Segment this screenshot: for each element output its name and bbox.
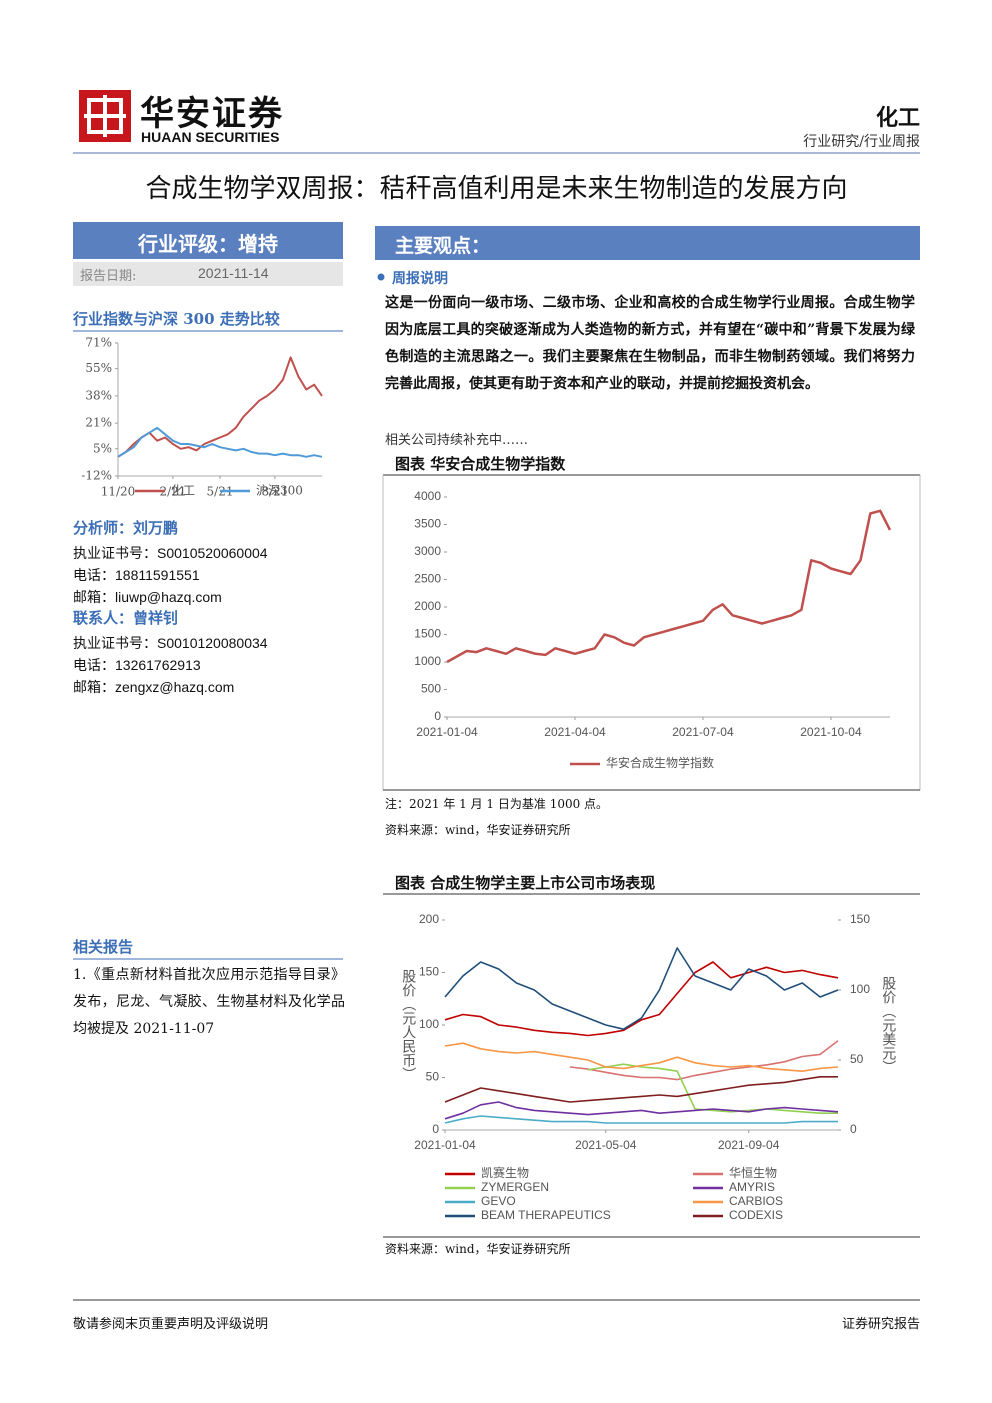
legend-label: 凯赛生物 [481, 1165, 529, 1180]
y-axis-title: 股价（元人民币） [401, 969, 417, 1081]
series-line [446, 509, 892, 664]
analyst: 联系人：曾祥钊 [73, 609, 179, 627]
y-tick-label: 1500 [414, 627, 441, 641]
y-tick-label: 100 [419, 1017, 439, 1031]
y-tick-label: 0 [434, 709, 441, 723]
sector: 化工 [875, 105, 920, 131]
title: 合成生物学双周报：秸秆高值利用是未来生物制造的发展方向 [145, 174, 848, 204]
x-tick-label: 2021-01-04 [416, 725, 478, 739]
analyst-line: 电话：13261762913 [73, 657, 201, 673]
chart-title: 图表 合成生物学主要上市公司市场表现 [395, 874, 656, 892]
rating: 行业评级：增持 [138, 232, 278, 256]
chart-source: 资料来源：wind，华安证券研究所 [385, 1242, 571, 1256]
x-tick-label: 2/21 [159, 485, 186, 499]
x-tick-label: 11/20 [101, 485, 136, 499]
date-bar [73, 262, 343, 286]
points-heading: 主要观点： [395, 235, 491, 257]
paragraph: 这是一份面向一级市场、二级市场、企业和高校的合成生物学行业周报。合成生物学因为底… [385, 295, 915, 392]
x-tick-label: 2021-04-04 [544, 725, 606, 739]
legend-label: 华安合成生物学指数 [606, 755, 714, 770]
y-tick-label: 21% [85, 416, 112, 430]
y2-tick-label: 150 [850, 912, 870, 926]
footer-right: 证券研究报告 [841, 1317, 920, 1332]
x-tick-label: 2021-05-04 [575, 1138, 637, 1152]
legend-label: CODEXIS [729, 1208, 783, 1222]
y-tick-label: 0 [432, 1122, 439, 1136]
logo-text: 华安证券 [140, 94, 284, 134]
points-bar [375, 226, 920, 260]
analyst-line: 邮箱：liuwp@hazq.com [73, 589, 222, 605]
chart-title: 图表 华安合成生物学指数 [395, 455, 566, 473]
y-tick-label: 50 [426, 1070, 440, 1084]
logo-en: HUAAN SECURITIES [141, 129, 280, 145]
series-line [117, 426, 323, 458]
legend-label: 沪深300 [256, 484, 303, 498]
y-tick-label: 3500 [414, 517, 441, 531]
y-tick-label: 55% [85, 361, 112, 375]
series-line [444, 1115, 838, 1124]
y2-tick-label: 100 [850, 982, 870, 996]
y2-tick-label: 50 [850, 1052, 864, 1066]
analyst-line: 执业证书号：S0010520060004 [73, 545, 268, 561]
y-tick-label: 2500 [414, 572, 441, 586]
series-line [444, 1076, 838, 1103]
analyst-line: 邮箱：zengxz@hazq.com [73, 679, 235, 695]
series-line [444, 1042, 839, 1072]
related-heading: 相关报告 [73, 938, 134, 956]
y-tick-label: 200 [419, 912, 439, 926]
series-line [117, 356, 323, 458]
x-tick-label: 2021-10-04 [800, 725, 862, 739]
analyst: 分析师：刘万鹏 [73, 519, 179, 537]
y2-tick-label: 0 [850, 1122, 857, 1136]
y-tick-label: 500 [421, 682, 441, 696]
series-line [444, 961, 839, 1037]
series-line [569, 1040, 839, 1081]
related-item: 1.《重点新材料首批次应用示范指导目录》发布，尼龙、气凝胶、生物基材料及化学品均… [73, 967, 345, 1037]
date: 2021-11-14 [198, 265, 269, 281]
y-tick-label: 38% [85, 388, 112, 402]
chart-note: 注：2021 年 1 月 1 日为基准 1000 点。 [385, 797, 609, 811]
y2-axis-title: 股价（元美元） [881, 976, 897, 1074]
legend-label: 华恒生物 [729, 1166, 777, 1180]
date-label: 报告日期: [80, 269, 137, 284]
y-tick-label: -12% [81, 469, 112, 483]
y-tick-label: 71% [85, 336, 112, 350]
legend-label: BEAM THERAPEUTICS [481, 1208, 611, 1222]
series-line [444, 1101, 839, 1120]
x-tick-label: 2021-01-04 [414, 1138, 476, 1152]
x-tick-label: 8/21 [261, 485, 288, 499]
note: 相关公司持续补充中…… [385, 433, 529, 448]
analyst-line: 电话：18811591551 [73, 567, 200, 583]
chart-source: 资料来源：wind，华安证券研究所 [385, 823, 571, 837]
y-tick-label: 5% [93, 441, 112, 455]
y-tick-label: 4000 [414, 489, 441, 503]
subheading: 周报说明 [392, 271, 448, 287]
chart-title: 行业指数与沪深 300 走势比较 [73, 310, 280, 328]
x-tick-label: 2021-09-04 [718, 1138, 780, 1152]
legend-label: 化工 [171, 484, 195, 498]
y-tick-label: 150 [419, 965, 439, 979]
legend-label: ZYMERGEN [481, 1180, 549, 1194]
legend-label: GEVO [481, 1194, 516, 1208]
analyst-line: 执业证书号：S0010120080034 [73, 635, 268, 651]
category: 行业研究/行业周报 [803, 134, 920, 150]
y-tick-label: 3000 [414, 544, 441, 558]
footer-left: 敬请参阅末页重要声明及评级说明 [73, 1317, 269, 1332]
y-tick-label: 2000 [414, 599, 441, 613]
x-tick-label: 2021-07-04 [672, 725, 734, 739]
legend-label: AMYRIS [729, 1180, 775, 1194]
series-line [587, 1063, 838, 1114]
bullet [377, 273, 385, 281]
legend-label: CARBIOS [729, 1194, 783, 1208]
y-tick-label: 1000 [414, 654, 441, 668]
rating-bar [73, 222, 343, 259]
series-line [444, 947, 839, 1030]
